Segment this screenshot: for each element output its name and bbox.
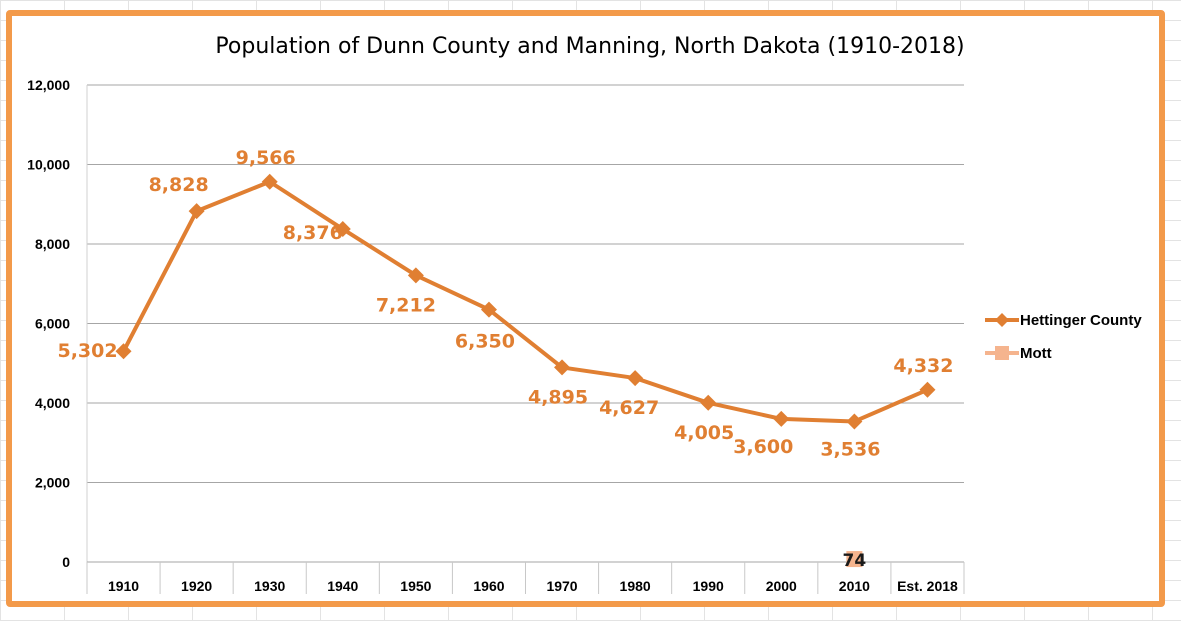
x-tick-label: 1910 bbox=[108, 578, 139, 594]
data-point-marker bbox=[407, 267, 424, 284]
data-label: 3,536 bbox=[820, 438, 880, 460]
x-tick-label: 2010 bbox=[839, 578, 870, 594]
legend-marker-square bbox=[995, 346, 1009, 360]
data-point-marker bbox=[115, 343, 132, 360]
x-tick-label: Est. 2018 bbox=[897, 578, 958, 594]
legend-label: Hettinger County bbox=[1020, 312, 1142, 329]
data-label: 4,005 bbox=[674, 422, 734, 444]
data-point-marker bbox=[261, 173, 278, 190]
x-tick-label: 1950 bbox=[400, 578, 431, 594]
legend: Hettinger County Mott bbox=[985, 312, 1142, 362]
series-line-hettinger-county bbox=[121, 179, 929, 424]
y-axis-tick-labels: 0 2,000 4,000 6,000 8,000 10,000 12,000 bbox=[27, 77, 70, 570]
data-point-marker bbox=[480, 301, 497, 318]
x-tick-label: 1930 bbox=[254, 578, 285, 594]
y-tick-label: 2,000 bbox=[35, 475, 70, 491]
x-tick-label: 2000 bbox=[766, 578, 797, 594]
data-label: 8,376 bbox=[283, 222, 343, 244]
y-tick-label: 6,000 bbox=[35, 316, 70, 332]
data-label: 8,828 bbox=[149, 174, 209, 196]
data-label: 4,627 bbox=[599, 397, 659, 419]
data-point-marker-mott bbox=[846, 551, 863, 568]
x-tick-label: 1940 bbox=[327, 578, 358, 594]
legend-label: Mott bbox=[1020, 345, 1052, 362]
data-point-marker bbox=[773, 410, 790, 427]
data-label: 3,600 bbox=[733, 436, 793, 458]
data-label: 4,895 bbox=[528, 386, 588, 408]
data-point-marker bbox=[700, 394, 717, 411]
x-axis: 1910 1920 1930 1940 1950 1960 1970 1980 1990 2000… bbox=[86, 85, 965, 594]
x-tick-label: 1980 bbox=[620, 578, 651, 594]
x-tick-label: 1970 bbox=[546, 578, 577, 594]
y-tick-label: 4,000 bbox=[35, 395, 70, 411]
data-label: 6,350 bbox=[455, 331, 515, 353]
x-tick-label: 1990 bbox=[693, 578, 724, 594]
series-group bbox=[115, 173, 936, 568]
x-tick-label: 1920 bbox=[181, 578, 212, 594]
y-tick-label: 12,000 bbox=[27, 77, 70, 93]
chart-title: Population of Dunn County and Manning, N… bbox=[215, 34, 964, 59]
legend-marker-diamond bbox=[995, 313, 1009, 327]
x-tick-label: 1960 bbox=[473, 578, 504, 594]
y-tick-label: 10,000 bbox=[27, 157, 70, 173]
data-label: 7,212 bbox=[376, 294, 436, 316]
data-label: 4,332 bbox=[893, 355, 953, 377]
data-label-mott: 74 bbox=[843, 551, 867, 571]
data-point-marker bbox=[334, 221, 351, 238]
data-point-marker bbox=[188, 203, 205, 220]
chart-frame[interactable] bbox=[6, 10, 1165, 607]
gridlines bbox=[87, 84, 964, 483]
data-point-marker bbox=[919, 381, 936, 398]
data-label: 9,566 bbox=[236, 147, 296, 169]
data-point-marker bbox=[627, 370, 644, 387]
data-point-marker bbox=[554, 359, 571, 376]
y-tick-label: 8,000 bbox=[35, 236, 70, 252]
data-label: 5,302 bbox=[57, 340, 117, 362]
y-tick-label: 0 bbox=[62, 554, 70, 570]
data-point-marker bbox=[846, 413, 863, 430]
data-labels: 5,302 8,828 9,566 8,376 7,212 6,350 4,895 4,627… bbox=[57, 147, 953, 571]
